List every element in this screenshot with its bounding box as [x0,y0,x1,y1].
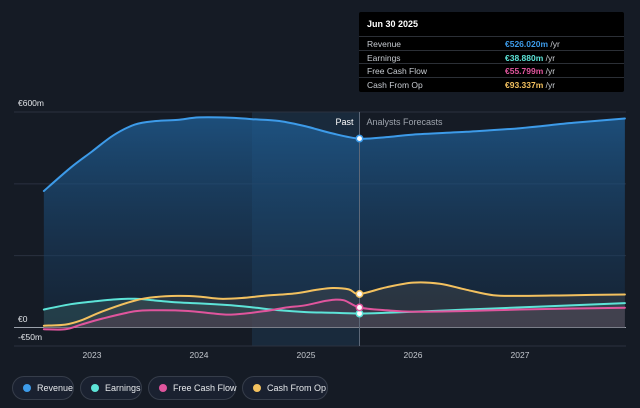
free-cash-flow-line [42,298,626,331]
x-tick-label: 2024 [190,350,209,360]
free-cash-flow-area [43,299,625,330]
x-tick-label: 2025 [297,350,316,360]
tooltip-row-value: €55.799m /yr [505,66,556,76]
past-label: Past [335,117,354,127]
tooltip-row-label: Revenue [367,39,402,49]
tooltip-date: Jun 30 2025 [367,19,419,29]
tooltip-row-revenue: Revenue €526.020m /yr [359,36,624,50]
legend-label: Free Cash Flow [173,383,237,393]
free-cash-flow-marker [355,303,364,312]
tooltip-row-value: €526.020m /yr [505,39,560,49]
y-axis-labels: €600m €0 -€50m [18,98,44,342]
tooltip-row-label: Free Cash Flow [367,66,427,76]
legend-dot-icon [253,384,261,392]
tooltip-row-label: Cash From Op [367,79,423,90]
tooltip-row-value: €93.337m /yr [505,79,556,90]
y-tick-label: -€50m [18,332,42,342]
legend-label: Earnings [105,383,141,393]
tooltip-row-unit: /yr [543,79,556,90]
y-tick-label: €0 [18,314,28,324]
tooltip-row-unit: /yr [548,39,560,49]
revenue-line [42,116,626,193]
legend-label: Cash From Op [267,383,327,393]
earnings-line [42,297,626,315]
revenue-area [43,117,625,328]
tooltip: Jun 30 2025 Revenue €526.020m /yr Earnings… [359,12,624,92]
legend-dot-icon [159,384,167,392]
tooltip-row-cash-from-op: Cash From Op €93.337m /yr [359,76,624,91]
tooltip-row-unit: /yr [543,52,556,63]
tooltip-row-label: Earnings [367,52,401,63]
cash-from-op-marker [355,290,364,298]
legend-item-revenue[interactable]: Revenue [12,376,74,400]
legend-item-free-cash-flow[interactable]: Free Cash Flow [148,376,237,400]
tooltip-row-unit: /yr [543,66,556,76]
legend-label: Revenue [37,383,74,393]
x-tick-label: 2023 [83,350,102,360]
forecast-label: Analysts Forecasts [367,117,444,127]
tooltip-row-earnings: Earnings €38.880m /yr [359,49,624,64]
cash-from-op-line [42,281,626,327]
series-lines [42,116,626,331]
tooltip-row-value: €38.880m /yr [505,52,556,63]
legend-item-earnings[interactable]: Earnings [80,376,142,400]
legend-dot-icon [23,384,31,392]
tooltip-markers [355,134,364,318]
revenue-marker [355,134,364,143]
x-tick-label: 2027 [511,350,530,360]
x-axis-labels: 2023 2024 2025 2026 2027 [83,350,530,360]
y-tick-label: €600m [18,98,44,108]
legend-dot-icon [91,384,99,392]
tooltip-row-free-cash-flow: Free Cash Flow €55.799m /yr [359,63,624,77]
legend-item-cash-from-op[interactable]: Cash From Op [242,376,328,400]
x-tick-label: 2026 [404,350,423,360]
